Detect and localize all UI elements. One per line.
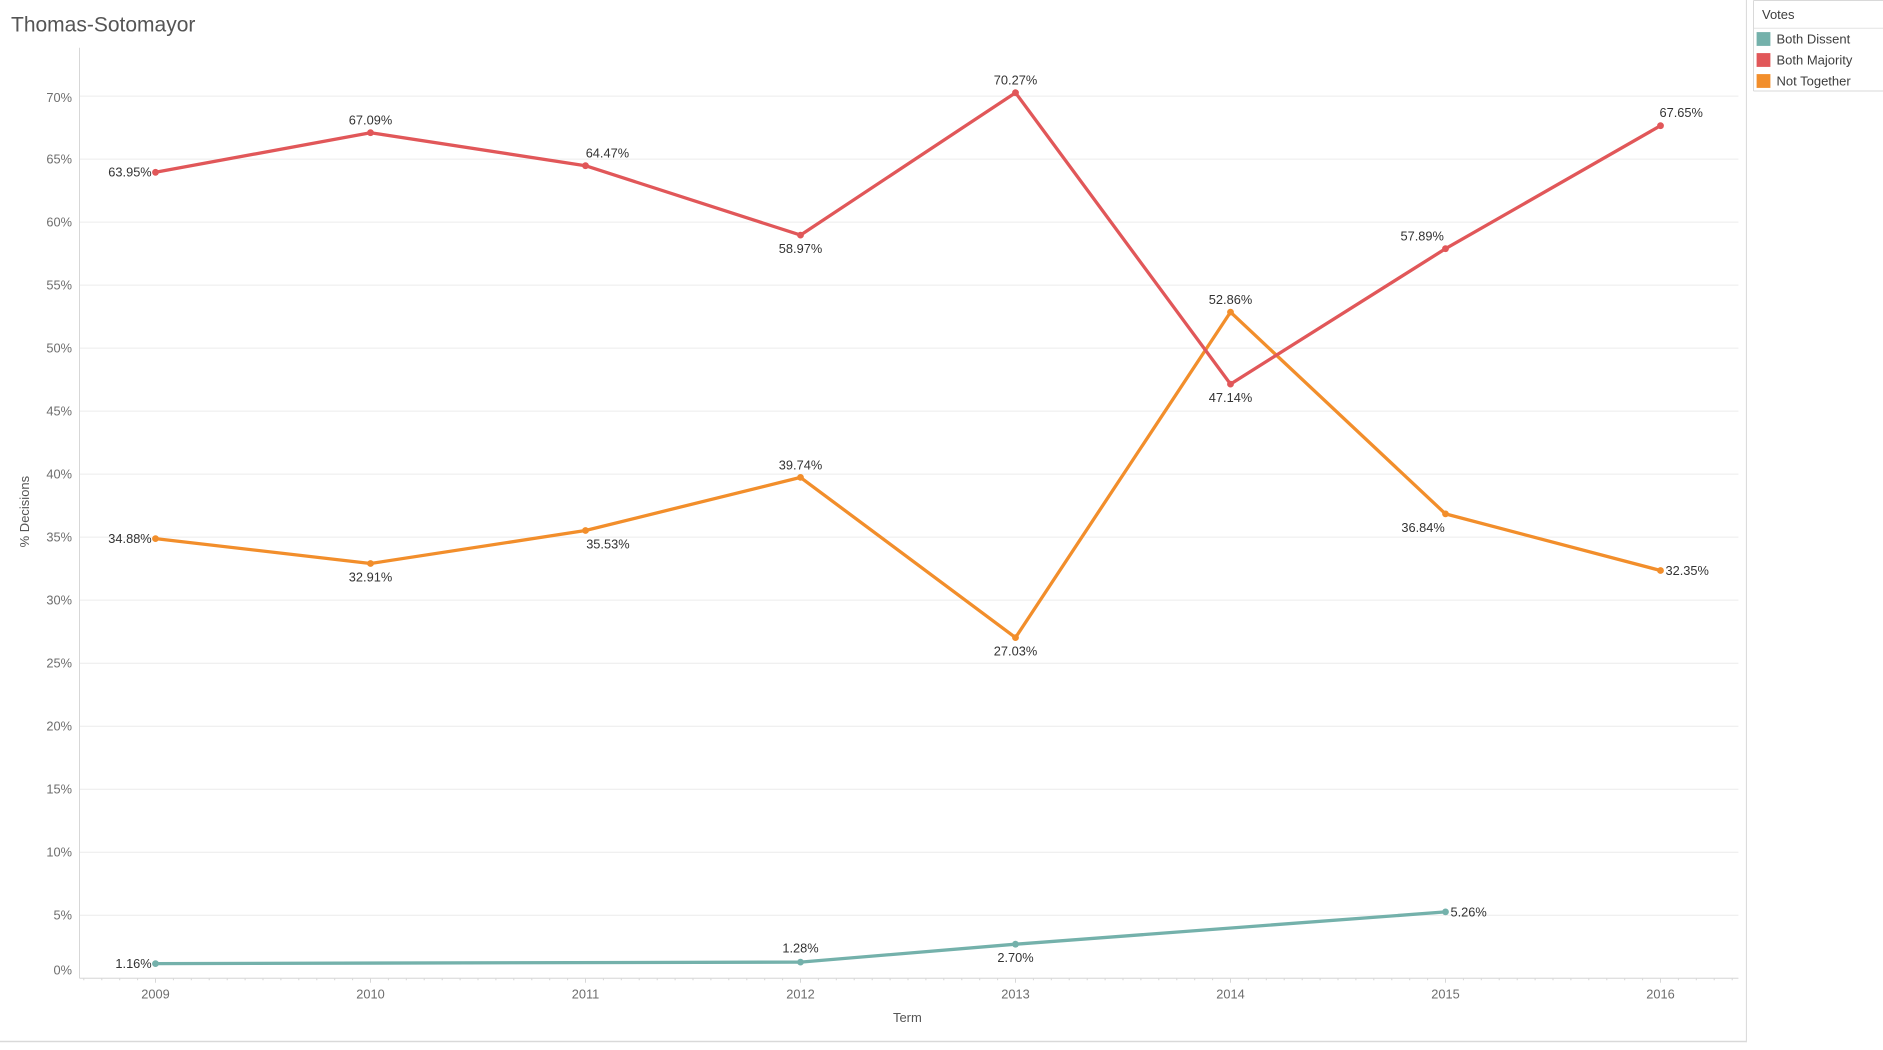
svg-text:65%: 65% — [46, 152, 72, 167]
svg-text:35%: 35% — [46, 530, 72, 545]
svg-text:1.16%: 1.16% — [115, 956, 151, 971]
svg-text:70%: 70% — [46, 90, 72, 105]
svg-text:2016: 2016 — [1646, 987, 1674, 1002]
svg-text:57.89%: 57.89% — [1400, 229, 1443, 244]
svg-text:Not Together: Not Together — [1777, 74, 1852, 89]
svg-text:0%: 0% — [54, 963, 73, 978]
svg-text:70.27%: 70.27% — [994, 73, 1037, 88]
svg-text:27.03%: 27.03% — [994, 643, 1037, 658]
svg-text:40%: 40% — [46, 467, 72, 482]
svg-text:2010: 2010 — [356, 987, 384, 1002]
svg-text:2011: 2011 — [572, 987, 600, 1002]
svg-text:63.95%: 63.95% — [108, 165, 151, 180]
svg-text:Term: Term — [893, 1010, 922, 1025]
svg-text:2014: 2014 — [1216, 987, 1244, 1002]
svg-text:10%: 10% — [46, 845, 72, 860]
svg-text:2013: 2013 — [1001, 987, 1029, 1002]
svg-text:1.28%: 1.28% — [782, 941, 818, 956]
svg-text:15%: 15% — [46, 782, 72, 797]
svg-text:2012: 2012 — [786, 987, 814, 1002]
svg-text:Thomas-Sotomayor: Thomas-Sotomayor — [11, 13, 195, 36]
svg-text:30%: 30% — [46, 593, 72, 608]
svg-text:2015: 2015 — [1431, 987, 1459, 1002]
svg-text:5%: 5% — [54, 908, 73, 923]
svg-text:50%: 50% — [46, 341, 72, 356]
svg-text:67.65%: 67.65% — [1660, 105, 1703, 120]
svg-text:32.35%: 32.35% — [1666, 563, 1709, 578]
svg-text:2.70%: 2.70% — [997, 950, 1033, 965]
svg-text:25%: 25% — [46, 656, 72, 671]
svg-text:Both Dissent: Both Dissent — [1777, 32, 1851, 47]
svg-text:60%: 60% — [46, 215, 72, 230]
svg-text:20%: 20% — [46, 719, 72, 734]
svg-text:Both Majority: Both Majority — [1777, 53, 1853, 68]
svg-text:34.88%: 34.88% — [108, 531, 151, 546]
svg-text:55%: 55% — [46, 278, 72, 293]
svg-text:67.09%: 67.09% — [349, 113, 392, 128]
svg-text:52.86%: 52.86% — [1209, 292, 1252, 307]
svg-text:Votes: Votes — [1762, 7, 1795, 22]
svg-text:5.26%: 5.26% — [1451, 904, 1487, 919]
svg-text:58.97%: 58.97% — [779, 241, 822, 256]
svg-text:45%: 45% — [46, 404, 72, 419]
svg-text:64.47%: 64.47% — [586, 146, 629, 161]
svg-text:% Decisions: % Decisions — [17, 475, 32, 547]
svg-text:36.84%: 36.84% — [1401, 520, 1444, 535]
svg-text:47.14%: 47.14% — [1209, 390, 1252, 405]
svg-text:2009: 2009 — [141, 987, 169, 1002]
svg-text:39.74%: 39.74% — [779, 457, 822, 472]
svg-text:35.53%: 35.53% — [586, 536, 629, 551]
svg-text:32.91%: 32.91% — [349, 569, 392, 584]
